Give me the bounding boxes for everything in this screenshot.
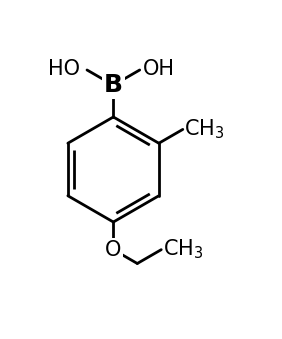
Text: OH: OH xyxy=(142,59,175,79)
Text: HO: HO xyxy=(48,59,80,79)
Text: CH$_3$: CH$_3$ xyxy=(163,238,203,261)
Text: CH$_3$: CH$_3$ xyxy=(184,118,225,141)
Text: O: O xyxy=(105,240,122,260)
Text: B: B xyxy=(104,73,123,97)
